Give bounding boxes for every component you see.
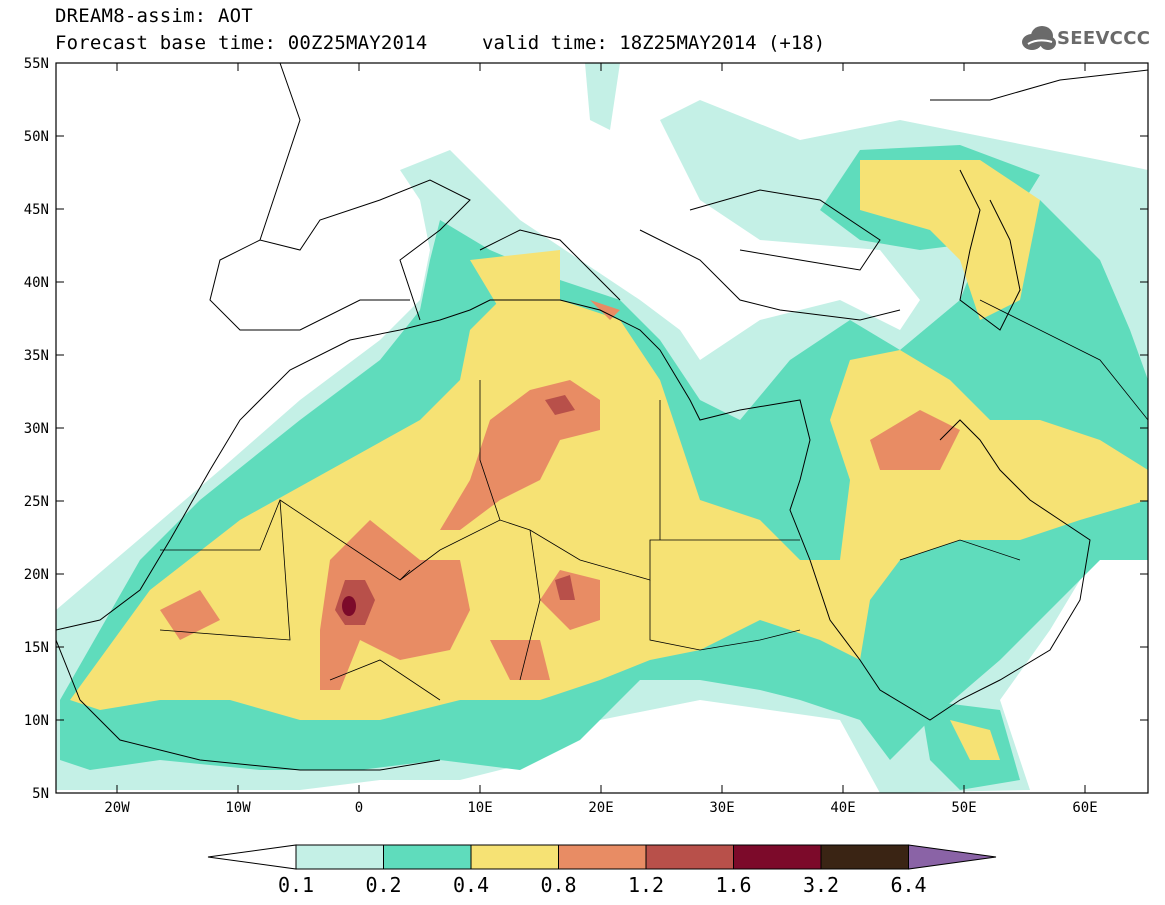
colorbar-label: 6.4 <box>890 873 926 897</box>
colorbar-swatch <box>471 845 559 869</box>
seevccc-logo: SEEVCCC <box>1057 28 1151 49</box>
lat-label: 45N <box>24 202 49 218</box>
colorbar-under-arrow <box>207 844 297 870</box>
colorbar-label: 0.1 <box>278 873 314 897</box>
aot-field <box>56 63 1148 793</box>
coastlines <box>56 63 1148 771</box>
lat-ticks <box>56 62 1148 721</box>
cloud-icon <box>1022 26 1056 50</box>
colorbar-over-arrow <box>908 844 997 870</box>
country-borders <box>159 299 1148 701</box>
lat-label: 20N <box>24 567 49 583</box>
colorbar-label: 1.6 <box>715 873 751 897</box>
lat-label: 35N <box>24 348 49 364</box>
lat-label: 55N <box>24 56 49 72</box>
forecast-base-time: Forecast base time: 00Z25MAY2014 <box>55 32 428 54</box>
aot-contour-0-8 <box>160 300 960 690</box>
lon-label: 20W <box>104 800 130 816</box>
lat-label: 40N <box>24 275 49 291</box>
map-title: DREAM8-assim: AOT <box>55 5 253 27</box>
colorbar-swatch <box>296 845 384 869</box>
lon-label: 30E <box>709 800 734 816</box>
lon-label: 0 <box>355 800 363 816</box>
colorbar-swatch <box>383 845 471 869</box>
lon-label: 10E <box>467 800 492 816</box>
colorbar-swatch <box>821 845 909 869</box>
aot-contour-1-6 <box>342 596 356 616</box>
valid-time: valid time: 18Z25MAY2014 (+18) <box>482 32 826 54</box>
colorbar <box>207 844 997 870</box>
colorbar-swatch <box>558 845 646 869</box>
colorbar-label: 0.8 <box>540 873 576 897</box>
lat-label: 30N <box>24 421 49 437</box>
lon-label: 50E <box>951 800 976 816</box>
lon-labels: 20W 10W 0 10E 20E 30E 40E 50E 60E <box>104 800 1097 816</box>
colorbar-swatch <box>733 845 821 869</box>
lat-label: 15N <box>24 640 49 656</box>
lon-label: 20E <box>588 800 613 816</box>
lat-label: 25N <box>24 494 49 510</box>
colorbar-labels: 0.1 0.2 0.4 0.8 1.2 1.6 3.2 6.4 <box>278 873 927 897</box>
lat-label: 5N <box>32 786 49 802</box>
lon-label: 60E <box>1072 800 1097 816</box>
colorbar-label: 0.2 <box>365 873 401 897</box>
lon-label: 10W <box>225 800 251 816</box>
colorbar-label: 1.2 <box>628 873 664 897</box>
colorbar-label: 3.2 <box>803 873 839 897</box>
lat-label: 10N <box>24 713 49 729</box>
colorbar-swatch <box>646 845 734 869</box>
colorbar-label: 0.4 <box>453 873 489 897</box>
lon-label: 40E <box>830 800 855 816</box>
lat-label: 50N <box>24 129 49 145</box>
lon-ticks <box>116 63 1086 793</box>
lat-labels: 55N 50N 45N 40N 35N 30N 25N 20N 15N 10N … <box>24 56 49 802</box>
